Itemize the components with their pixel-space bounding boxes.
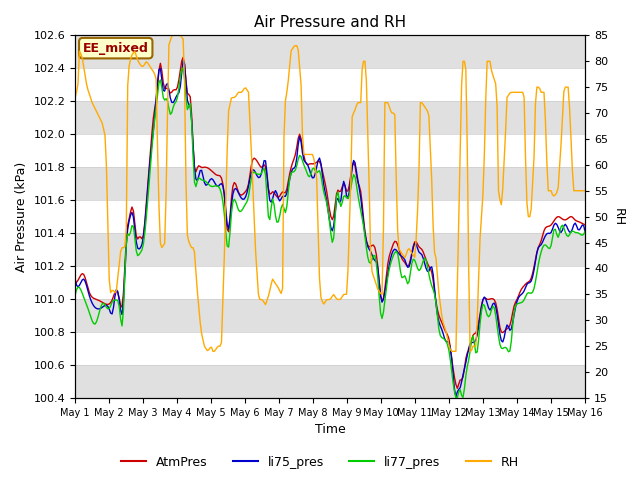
Text: EE_mixed: EE_mixed xyxy=(83,42,148,55)
Bar xyxy=(75,101,585,134)
Bar xyxy=(75,365,585,398)
Title: Air Pressure and RH: Air Pressure and RH xyxy=(254,15,406,30)
Bar xyxy=(75,233,585,266)
Y-axis label: RH: RH xyxy=(612,207,625,226)
Bar xyxy=(75,36,585,68)
Bar xyxy=(75,167,585,200)
Y-axis label: Air Pressure (kPa): Air Pressure (kPa) xyxy=(15,161,28,272)
Bar xyxy=(75,299,585,332)
X-axis label: Time: Time xyxy=(315,423,346,436)
Legend: AtmPres, li75_pres, li77_pres, RH: AtmPres, li75_pres, li77_pres, RH xyxy=(116,451,524,474)
